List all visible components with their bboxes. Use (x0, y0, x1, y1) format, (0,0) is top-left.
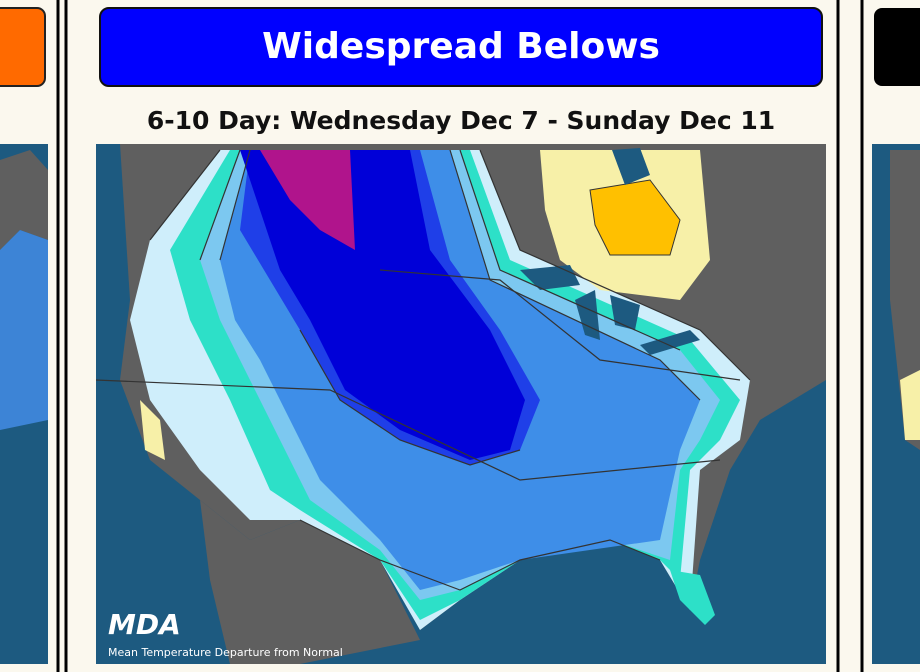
right-panel (860, 0, 920, 672)
map: MDA Mean Temperature Departure from Norm… (96, 144, 826, 664)
caption: Mean Temperature Departure from Normal (108, 646, 343, 659)
title: Widespread Belows (262, 26, 660, 67)
left-button[interactable] (0, 7, 46, 87)
right-button[interactable] (874, 8, 920, 86)
logo: MDA (108, 608, 181, 641)
subtitle: 6-10 Day: Wednesday Dec 7 - Sunday Dec 1… (147, 106, 775, 135)
left-panel (0, 0, 60, 672)
title-button[interactable] (99, 7, 823, 87)
